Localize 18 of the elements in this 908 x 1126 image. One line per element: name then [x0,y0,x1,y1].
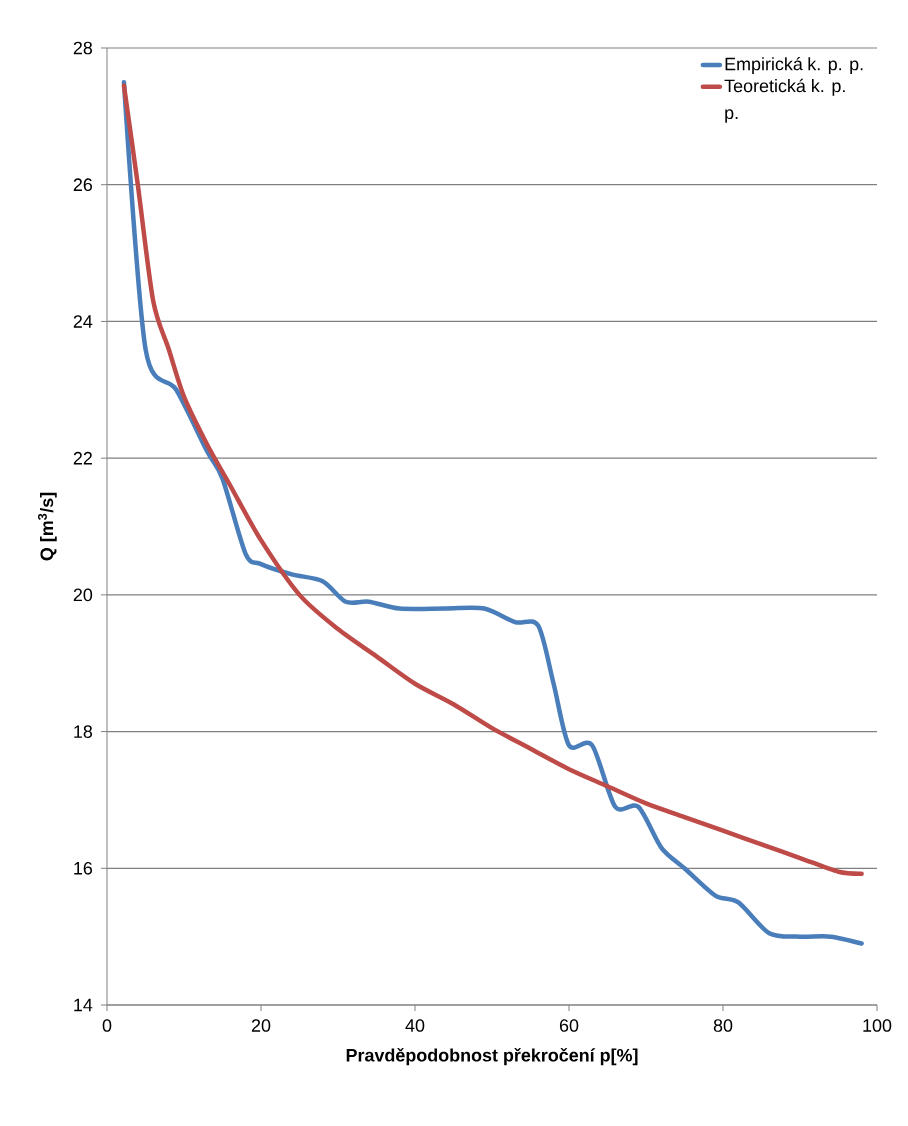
x-tick-label: 80 [713,1019,733,1032]
y-tick-label: 16 [74,861,93,875]
legend-label: Teoretická k. p. p. [724,78,845,123]
y-tick-label: 20 [73,588,93,602]
x-tick-label: 100 [863,1019,892,1032]
x-tick-label: 40 [405,1019,425,1032]
x-tick-label: 60 [559,1019,579,1032]
x-axis-title: Pravděpodobnost překročení p[%] [346,1048,638,1066]
x-tick-label: 20 [251,1019,271,1032]
y-tick-label: 26 [73,178,93,192]
y-tick-label: 28 [73,41,93,55]
y-tick-label: 22 [73,451,92,465]
legend-label: Empirická k. p. p. [725,56,863,74]
y-tick-label: 14 [74,998,93,1012]
y-tick-label: 24 [73,315,93,328]
y-tick-label: 18 [74,725,93,738]
x-tick-label: 0 [102,1019,112,1032]
y-axis-title: Q [m$^{3}$/s] [37,492,57,561]
